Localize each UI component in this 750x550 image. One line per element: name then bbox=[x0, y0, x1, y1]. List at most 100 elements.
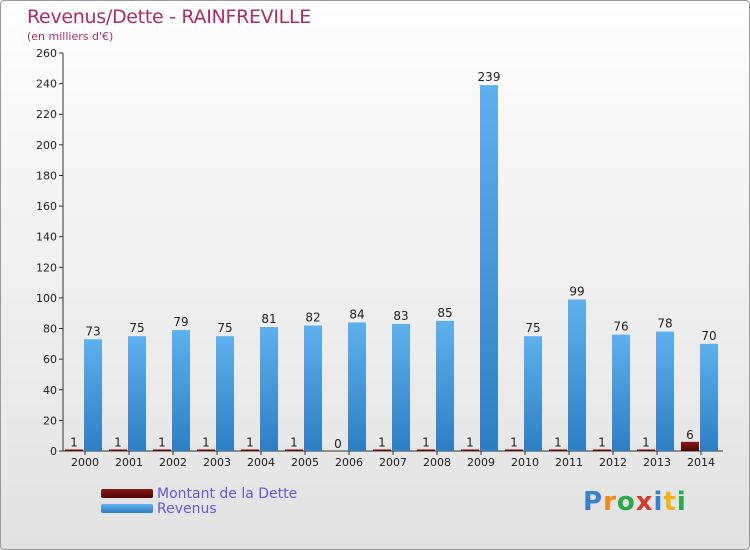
bar-dette bbox=[285, 449, 303, 451]
y-tick-label: 260 bbox=[36, 47, 57, 60]
x-tick-label: 2007 bbox=[379, 456, 407, 469]
y-tick-label: 200 bbox=[36, 139, 57, 152]
data-label-revenus: 73 bbox=[85, 324, 100, 338]
bar-dette bbox=[593, 449, 611, 451]
x-tick-label: 2004 bbox=[247, 456, 275, 469]
data-label-revenus: 70 bbox=[701, 329, 716, 343]
bar-dette bbox=[109, 449, 127, 451]
bar-dette bbox=[153, 449, 171, 451]
y-tick-label: 180 bbox=[36, 169, 57, 182]
x-tick-label: 2008 bbox=[423, 456, 451, 469]
legend-swatch-revenus bbox=[101, 504, 153, 513]
data-label-dette: 1 bbox=[378, 435, 386, 449]
bar-revenus bbox=[216, 336, 234, 451]
data-label-revenus: 75 bbox=[217, 321, 232, 335]
bar-dette bbox=[681, 441, 699, 451]
data-label-dette: 1 bbox=[422, 435, 430, 449]
bar-revenus bbox=[480, 85, 498, 452]
legend-label-dette: Montant de la Dette bbox=[157, 486, 298, 502]
bar-dette bbox=[197, 449, 215, 451]
data-label-dette: 1 bbox=[554, 435, 562, 449]
bar-dette bbox=[461, 449, 479, 451]
x-tick-label: 2003 bbox=[203, 456, 231, 469]
bar-dette bbox=[637, 449, 655, 451]
y-tick-label: 140 bbox=[36, 231, 57, 244]
data-label-revenus: 81 bbox=[261, 312, 276, 326]
logo-letter: i bbox=[653, 487, 664, 517]
data-label-dette: 6 bbox=[686, 428, 694, 442]
proxiti-logo: Proxiti bbox=[583, 487, 687, 517]
bar-revenus bbox=[260, 327, 278, 451]
data-label-revenus: 78 bbox=[657, 317, 672, 331]
x-tick-label: 2006 bbox=[335, 456, 363, 469]
bar-revenus bbox=[656, 331, 674, 451]
data-label-dette: 1 bbox=[246, 435, 254, 449]
y-tick-label: 240 bbox=[36, 78, 57, 91]
x-tick-label: 2000 bbox=[71, 456, 99, 469]
x-tick-label: 2009 bbox=[467, 456, 495, 469]
bar-revenus bbox=[568, 299, 586, 451]
data-label-dette: 0 bbox=[334, 437, 342, 451]
bar-dette bbox=[65, 449, 83, 451]
y-tick-label: 60 bbox=[43, 353, 57, 366]
bar-revenus bbox=[348, 322, 366, 451]
y-tick-label: 160 bbox=[36, 200, 57, 213]
data-labels: 1 73 1 75 1 79 1 75 1 81 1 82 0 84 1 83 1 85 1 239 1 75 1 99 1 76… bbox=[70, 70, 716, 451]
bar-revenus bbox=[172, 330, 190, 451]
logo-letter: r bbox=[603, 487, 617, 517]
bar-revenus bbox=[84, 339, 102, 451]
y-tick-label: 0 bbox=[50, 445, 57, 458]
data-label-revenus: 79 bbox=[173, 315, 188, 329]
data-label-revenus: 75 bbox=[525, 321, 540, 335]
bar-revenus bbox=[612, 334, 630, 451]
data-label-dette: 1 bbox=[114, 435, 122, 449]
data-label-dette: 1 bbox=[70, 435, 78, 449]
bar-revenus bbox=[436, 320, 454, 451]
y-tick-label: 120 bbox=[36, 261, 57, 274]
y-tick-label: 80 bbox=[43, 323, 57, 336]
data-label-revenus: 99 bbox=[569, 284, 584, 298]
bar-dette bbox=[549, 449, 567, 451]
data-label-revenus: 83 bbox=[393, 309, 408, 323]
data-label-dette: 1 bbox=[510, 435, 518, 449]
y-tick-label: 20 bbox=[43, 414, 57, 427]
bars bbox=[65, 85, 718, 452]
x-tick-label: 2001 bbox=[115, 456, 143, 469]
logo-letter: i bbox=[676, 487, 687, 517]
legend-swatch-dette bbox=[101, 489, 153, 498]
logo-letter: t bbox=[663, 487, 677, 517]
data-label-dette: 1 bbox=[598, 435, 606, 449]
chart-title: Revenus/Dette - RAINFREVILLE bbox=[27, 6, 311, 28]
bar-dette bbox=[373, 449, 391, 451]
bar-revenus bbox=[700, 343, 718, 451]
data-label-revenus: 85 bbox=[437, 306, 452, 320]
y-tick-label: 40 bbox=[43, 384, 57, 397]
logo-letter: P bbox=[583, 487, 604, 517]
data-label-dette: 1 bbox=[158, 435, 166, 449]
y-tick-label: 220 bbox=[36, 108, 57, 121]
bar-dette bbox=[505, 449, 523, 451]
x-tick-label: 2010 bbox=[511, 456, 539, 469]
data-label-dette: 1 bbox=[202, 435, 210, 449]
y-tick-label: 100 bbox=[36, 292, 57, 305]
bar-dette bbox=[417, 449, 435, 451]
data-label-dette: 1 bbox=[466, 435, 474, 449]
x-tick-label: 2014 bbox=[687, 456, 715, 469]
data-label-revenus: 239 bbox=[478, 70, 501, 84]
logo-letter: x bbox=[635, 487, 654, 517]
data-label-revenus: 82 bbox=[305, 310, 320, 324]
data-label-dette: 1 bbox=[290, 435, 298, 449]
x-tick-label: 2012 bbox=[599, 456, 627, 469]
data-label-revenus: 75 bbox=[129, 321, 144, 335]
bar-revenus bbox=[524, 336, 542, 451]
legend-label-revenus: Revenus bbox=[157, 501, 217, 517]
data-label-revenus: 76 bbox=[613, 320, 628, 334]
bar-revenus bbox=[392, 323, 410, 451]
logo-letter: o bbox=[616, 487, 636, 517]
bar-revenus bbox=[128, 336, 146, 451]
x-tick-label: 2011 bbox=[555, 456, 583, 469]
bar-revenus bbox=[304, 325, 322, 451]
x-tick-label: 2005 bbox=[291, 456, 319, 469]
